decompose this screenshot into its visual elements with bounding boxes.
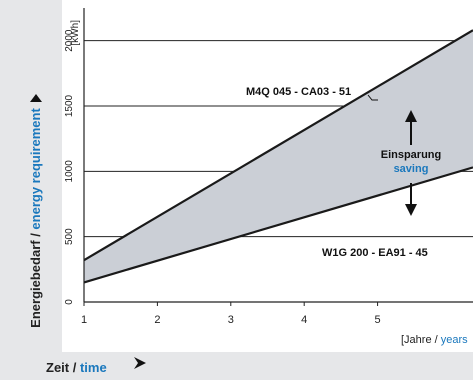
x-axis-title: Zeit / time [46,360,107,375]
y-tick-labels: 0 500 1000 1500 2000 [64,29,75,305]
saving-annotation: Einsparung saving [381,110,442,216]
x-tick-label: 1 [81,314,87,326]
y-tick-label: 1500 [64,94,75,117]
x-tick-labels: 1 2 3 4 5 [81,302,381,326]
series-label-top: M4Q 045 - CA03 - 51 [246,86,351,98]
arrow-up-icon [405,110,417,122]
y-tick-label: 2000 [64,29,75,52]
x-tick-label: 2 [154,314,160,326]
x-axis-arrow-icon [134,357,146,369]
x-tick-label: 5 [375,314,381,326]
y-axis-panel [0,0,62,352]
savings-band [84,30,473,283]
y-tick-label: 1000 [64,160,75,183]
arrow-down-icon [405,204,417,216]
y-tick-label: 0 [64,299,75,305]
svg-text:Energiebedarf / energy require: Energiebedarf / energy requirement [28,108,43,328]
saving-label-de: Einsparung [381,149,442,161]
y-tick-label: 500 [64,228,75,245]
x-tick-label: 3 [228,314,234,326]
series-line-m4q [83,29,473,262]
savings-band-area [84,30,473,283]
x-unit-label: [Jahre / years [401,334,468,346]
saving-label-en: saving [394,163,429,175]
y-unit-label: [kWh] [70,20,81,46]
series-label-bottom: W1G 200 - EA91 - 45 [322,247,428,259]
y-axis-title: Energiebedarf / energy requirement [28,94,43,328]
series-lines [83,29,473,284]
series-label-top-leader [367,94,378,101]
series-line-w1g [83,166,473,284]
x-tick-label: 4 [301,314,307,326]
x-axis-panel [0,352,473,380]
y-axis-arrow-icon [30,94,42,102]
